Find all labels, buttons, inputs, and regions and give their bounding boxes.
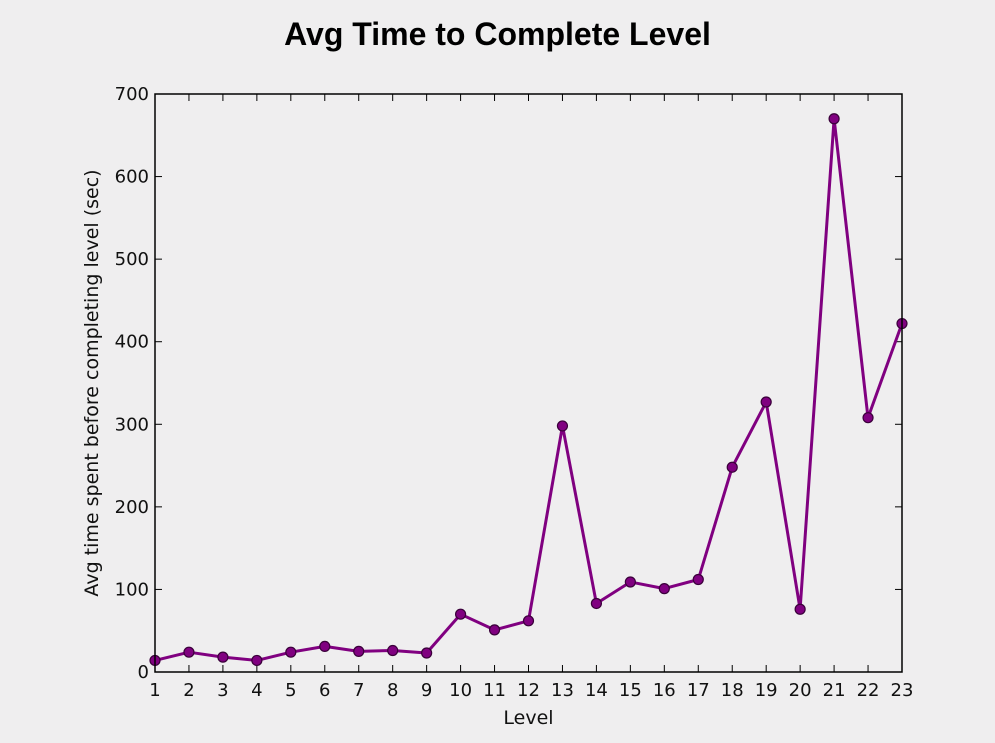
y-tick-label: 400 [115, 332, 149, 353]
x-tick-label: 23 [891, 680, 914, 701]
x-tick-label: 5 [285, 680, 296, 701]
data-point [692, 573, 704, 586]
data-point [353, 645, 365, 657]
y-tick-label: 700 [115, 84, 149, 105]
x-tick-label: 4 [251, 680, 262, 701]
x-tick-label: 16 [653, 680, 676, 701]
axis-ticks [154, 93, 903, 673]
y-tick-label: 0 [138, 662, 149, 683]
x-tick-label: 7 [353, 680, 364, 701]
y-tick-label: 100 [115, 579, 149, 600]
x-tick-label: 17 [687, 680, 710, 701]
y-tick-label: 500 [115, 249, 149, 270]
data-point [251, 654, 263, 667]
x-tick-label: 8 [387, 680, 398, 701]
data-point [590, 597, 603, 610]
series-line [154, 117, 904, 662]
plot-frame [154, 93, 903, 673]
x-tick-label: 13 [551, 680, 574, 701]
data-point [183, 646, 195, 658]
data-point [285, 646, 297, 658]
x-tick-label: 11 [483, 680, 506, 701]
data-point [488, 624, 501, 636]
x-tick-label: 20 [789, 680, 812, 701]
data-point [522, 615, 535, 627]
chart-title: Avg Time to Complete Level [284, 16, 711, 52]
data-point [828, 113, 840, 125]
x-tick-label: 21 [823, 680, 846, 701]
x-tick-label: 2 [183, 680, 194, 701]
x-tick-label: 18 [721, 680, 744, 701]
data-point [217, 651, 229, 663]
data-point [760, 396, 772, 408]
y-tick-label: 300 [115, 414, 149, 435]
y-tick-label: 200 [115, 497, 149, 518]
y-axis-label: Avg time spent before completing level (… [81, 169, 103, 596]
data-point [794, 603, 806, 615]
data-point [726, 461, 738, 473]
x-tick-label: 19 [755, 680, 778, 701]
x-tick-label: 6 [319, 680, 330, 701]
series-purple [149, 113, 908, 667]
data-point [862, 412, 874, 424]
data-point [319, 640, 331, 653]
x-axis-label: Level [503, 707, 553, 729]
data-point [387, 644, 399, 657]
y-tick-label: 600 [115, 167, 149, 188]
data-point [421, 647, 433, 659]
x-tick-label: 22 [857, 680, 880, 701]
x-tick-label: 10 [449, 680, 472, 701]
x-tick-label: 9 [421, 680, 432, 701]
x-tick-label: 1 [149, 680, 160, 701]
data-point [658, 583, 670, 595]
x-tick-label: 12 [517, 680, 540, 701]
x-tick-label: 14 [585, 680, 608, 701]
data-point [454, 608, 467, 620]
x-tick-label: 15 [619, 680, 642, 701]
data-point [624, 576, 636, 588]
x-tick-label: 3 [217, 680, 228, 701]
tick-labels: 1 2 3 4 5 6 7 8 9 10 11 12 13 14 15 16 17 18 19 20 21 22 23010… [115, 84, 914, 701]
data-point [556, 420, 569, 432]
